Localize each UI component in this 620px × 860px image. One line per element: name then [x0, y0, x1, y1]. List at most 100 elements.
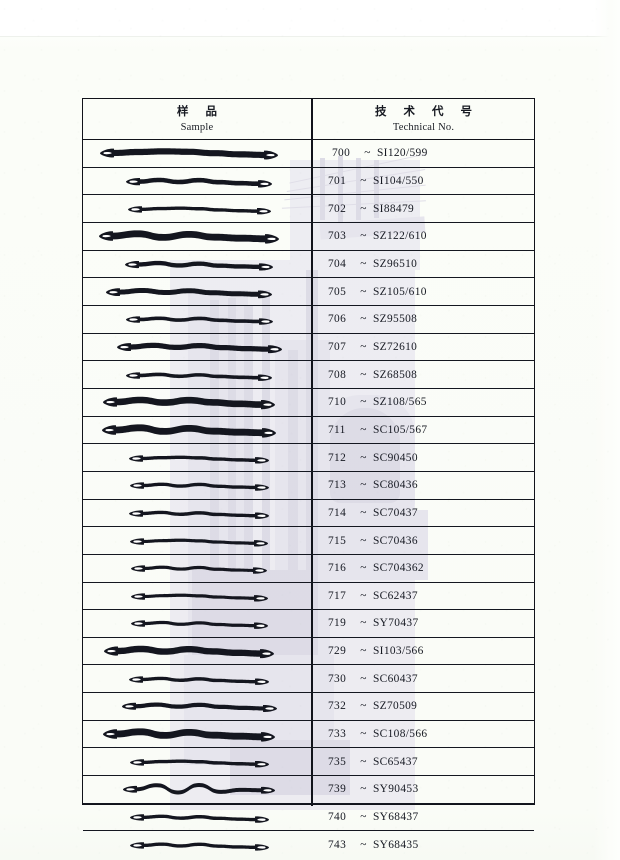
column-header-technical-en: Technical No. [392, 121, 455, 133]
strap-sample-drawing [126, 198, 273, 220]
technical-separator: ~ [360, 755, 367, 768]
strap-sample-drawing [101, 391, 277, 413]
table-body: 700 ~ SI120/599 701 ~ SI104/550 702 ~ SI88479 [83, 140, 534, 851]
technical-code: SZ95508 [373, 313, 418, 326]
table-row: 706 ~ SZ95508 [83, 306, 534, 334]
technical-serial-number: 710 [328, 396, 347, 409]
technical-serial-number: 733 [328, 728, 347, 741]
technical-code: SI103/566 [373, 645, 424, 658]
sample-cell [83, 444, 311, 471]
technical-serial-number: 711 [328, 423, 346, 436]
sample-cell [83, 776, 311, 803]
technical-separator: ~ [360, 783, 367, 796]
table-header-row: 样 品 Sample 技 术 代 号 Technical No. [83, 99, 534, 140]
technical-cell: 705 ~ SZ105/610 [312, 278, 551, 305]
technical-cell: 735 ~ SC65437 [312, 748, 551, 775]
technical-code: SC62437 [373, 589, 418, 602]
technical-separator: ~ [360, 313, 367, 326]
strap-sample-drawing [121, 778, 277, 800]
technical-separator: ~ [360, 811, 367, 824]
technical-cell: 739 ~ SY90453 [312, 776, 551, 803]
table-row: 702 ~ SI88479 [83, 195, 534, 223]
table-row: 730 ~ SC60437 [83, 665, 534, 694]
technical-serial-number: 712 [328, 451, 347, 464]
strap-sample-drawing [97, 225, 281, 247]
technical-cell: 740 ~ SY68437 [312, 804, 551, 831]
technical-code: SI104/550 [373, 174, 424, 187]
strap-sample-drawing [128, 474, 271, 496]
strap-sample-drawing [128, 806, 271, 828]
technical-cell: 715 ~ SC70436 [312, 527, 551, 554]
strap-sample-drawing [127, 447, 271, 469]
sample-cell [83, 500, 311, 527]
technical-cell: 707 ~ SZ72610 [312, 334, 551, 361]
sample-cell [83, 223, 311, 250]
table-row: 743 ~ SY68435 [83, 831, 534, 859]
technical-code: SZ68508 [373, 368, 418, 381]
technical-cell: 716 ~ SC704362 [312, 555, 551, 582]
technical-serial-number: 708 [328, 368, 347, 381]
technical-serial-number: 717 [328, 589, 347, 602]
technical-cell: 700 ~ SI120/599 [312, 140, 555, 167]
sample-cell [83, 721, 311, 748]
technical-separator: ~ [360, 562, 367, 575]
strap-sample-drawing [124, 364, 274, 386]
technical-cell: 710 ~ SZ108/565 [312, 389, 551, 416]
technical-separator: ~ [360, 645, 367, 658]
technical-separator: ~ [360, 230, 367, 243]
sample-cell [83, 195, 311, 222]
technical-separator: ~ [360, 534, 367, 547]
technical-code: SC60437 [373, 672, 418, 685]
table-row: 713 ~ SC80436 [83, 472, 534, 500]
table-row: 719 ~ SY70437 [83, 610, 534, 638]
technical-serial-number: 713 [328, 479, 347, 492]
technical-code: SC105/567 [373, 423, 428, 436]
technical-serial-number: 700 [332, 147, 351, 160]
strap-sample-drawing [124, 308, 275, 330]
technical-separator: ~ [360, 423, 367, 436]
strap-sample-drawing [127, 502, 271, 524]
strap-sample-drawing [127, 668, 271, 690]
table-row: 732 ~ SZ70509 [83, 693, 534, 721]
specification-table: 样 品 Sample 技 术 代 号 Technical No. 700 ~ SI1… [82, 98, 535, 851]
technical-serial-number: 706 [328, 313, 347, 326]
sample-cell [83, 334, 311, 361]
table-row: 716 ~ SC704362 [83, 555, 534, 583]
technical-code: SC80436 [373, 479, 418, 492]
technical-separator: ~ [360, 368, 367, 381]
technical-serial-number: 732 [328, 700, 347, 713]
strap-sample-drawing [129, 585, 270, 607]
column-header-sample-en: Sample [180, 121, 214, 133]
table-row: 700 ~ SI120/599 [83, 140, 534, 168]
sample-cell [83, 693, 311, 720]
technical-cell: 713 ~ SC80436 [312, 472, 551, 499]
sample-cell [83, 278, 311, 305]
technical-code: SY90453 [373, 783, 419, 796]
table-row: 733 ~ SC108/566 [83, 721, 534, 749]
technical-cell: 701 ~ SI104/550 [312, 168, 551, 195]
table-row: 712 ~ SC90450 [83, 444, 534, 472]
sample-cell [83, 472, 311, 499]
technical-serial-number: 743 [328, 839, 347, 852]
column-divider [311, 99, 313, 806]
table-row: 703 ~ SZ122/610 [83, 223, 534, 251]
strap-sample-drawing [104, 281, 274, 303]
sample-cell [83, 804, 311, 831]
technical-serial-number: 719 [328, 617, 347, 630]
technical-code: SZ70509 [373, 700, 418, 713]
table-row: 740 ~ SY68437 [83, 804, 534, 832]
technical-code: SY68437 [373, 811, 419, 824]
sample-cell [83, 417, 311, 444]
technical-separator: ~ [360, 506, 367, 519]
strap-sample-drawing [129, 612, 270, 634]
technical-separator: ~ [360, 285, 367, 298]
technical-separator: ~ [360, 728, 367, 741]
technical-separator: ~ [360, 589, 367, 602]
column-header-sample-cn: 样 品 [176, 104, 224, 118]
technical-code: SI88479 [373, 202, 415, 215]
technical-serial-number: 735 [328, 755, 347, 768]
technical-serial-number: 703 [328, 230, 347, 243]
strap-sample-drawing [128, 530, 270, 552]
technical-serial-number: 730 [328, 672, 347, 685]
technical-cell: 729 ~ SI103/566 [312, 638, 551, 665]
